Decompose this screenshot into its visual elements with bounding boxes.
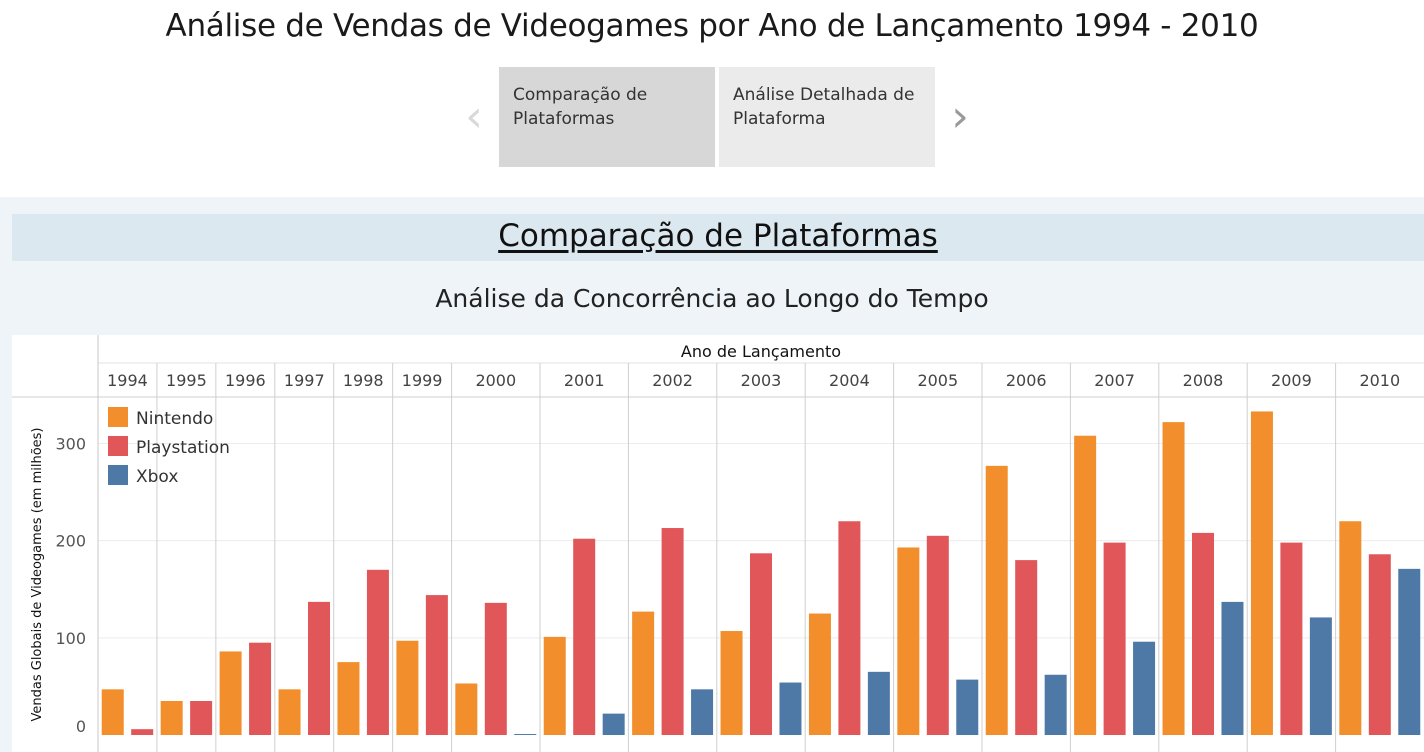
bar-nintendo-2002 bbox=[632, 611, 655, 735]
bar-playstation-2005 bbox=[926, 535, 949, 735]
bar-nintendo-1998 bbox=[337, 662, 360, 735]
tab-analise-detalhada[interactable]: Análise Detalhada de Plataforma bbox=[719, 67, 935, 167]
bar-playstation-2010 bbox=[1368, 554, 1391, 735]
bar-nintendo-2010 bbox=[1339, 521, 1362, 735]
bar-nintendo-2007 bbox=[1074, 435, 1097, 735]
year-tick-label: 1995 bbox=[166, 371, 207, 390]
bar-nintendo-2006 bbox=[985, 465, 1008, 735]
bar-playstation-1996 bbox=[249, 642, 272, 735]
year-tick-label: 2007 bbox=[1094, 371, 1135, 390]
bar-playstation-1998 bbox=[366, 569, 389, 735]
tab-comparacao-plataformas[interactable]: Comparação de Plataformas bbox=[499, 67, 715, 167]
legend-swatch-xbox bbox=[108, 465, 128, 485]
bar-nintendo-1996 bbox=[219, 651, 242, 735]
bar-xbox-2005 bbox=[956, 679, 979, 735]
y-axis-title: Vendas Globais de Videogames (em milhões… bbox=[30, 428, 45, 722]
section-title: Comparação de Plataformas bbox=[498, 218, 938, 254]
bar-xbox-2006 bbox=[1044, 674, 1067, 735]
bar-nintendo-1999 bbox=[396, 640, 419, 735]
bar-nintendo-2003 bbox=[720, 631, 743, 735]
bar-xbox-2000 bbox=[514, 734, 537, 735]
bar-playstation-2000 bbox=[484, 602, 507, 735]
bar-nintendo-2005 bbox=[897, 547, 920, 735]
year-tick-label: 2006 bbox=[1006, 371, 1047, 390]
bar-nintendo-1994 bbox=[101, 689, 124, 735]
bar-xbox-2010 bbox=[1398, 568, 1421, 735]
bar-playstation-2008 bbox=[1192, 532, 1214, 735]
x-axis-title: Ano de Lançamento bbox=[681, 342, 841, 361]
sales-bar-chart: Ano de Lançamento 1994 1995 1996 1997 1998 199… bbox=[12, 335, 1424, 752]
bar-xbox-2003 bbox=[779, 682, 802, 735]
bar-nintendo-2000 bbox=[455, 683, 478, 735]
year-tick-label: 2004 bbox=[829, 371, 870, 390]
year-tick-label: 2000 bbox=[475, 371, 516, 390]
year-tick-label: 2008 bbox=[1183, 371, 1224, 390]
bar-nintendo-2009 bbox=[1250, 411, 1273, 735]
year-tick-label: 2005 bbox=[917, 371, 958, 390]
chart-background bbox=[12, 335, 1424, 752]
bar-nintendo-1995 bbox=[160, 700, 183, 735]
bar-xbox-2004 bbox=[867, 671, 890, 735]
year-tick-label: 1999 bbox=[402, 371, 443, 390]
bar-playstation-1994 bbox=[131, 729, 154, 735]
bar-playstation-1999 bbox=[425, 595, 448, 735]
bar-nintendo-2004 bbox=[808, 613, 831, 735]
legend-label-playstation: Playstation bbox=[136, 438, 230, 458]
year-tick-label: 1994 bbox=[107, 371, 148, 390]
bar-playstation-2004 bbox=[838, 521, 861, 735]
bar-xbox-2002 bbox=[691, 689, 714, 735]
bar-xbox-2007 bbox=[1133, 641, 1156, 735]
year-tick-label: 1996 bbox=[225, 371, 266, 390]
bar-xbox-2001 bbox=[602, 713, 625, 735]
page-title: Análise de Vendas de Videogames por Ano … bbox=[165, 8, 1259, 44]
year-tick-label: 2003 bbox=[741, 371, 782, 390]
bar-playstation-2003 bbox=[750, 553, 772, 735]
legend-label-xbox: Xbox bbox=[136, 467, 178, 487]
bar-playstation-2009 bbox=[1280, 542, 1303, 735]
bar-nintendo-1997 bbox=[278, 689, 301, 735]
bar-nintendo-2008 bbox=[1162, 422, 1185, 735]
bar-playstation-2006 bbox=[1015, 560, 1038, 735]
bar-playstation-1995 bbox=[190, 700, 213, 735]
legend-swatch-nintendo bbox=[108, 407, 128, 427]
legend-label-nintendo: Nintendo bbox=[136, 409, 213, 429]
bar-playstation-2007 bbox=[1103, 542, 1126, 735]
year-tick-label: 2010 bbox=[1359, 371, 1400, 390]
bar-xbox-2009 bbox=[1309, 617, 1332, 735]
bar-playstation-2001 bbox=[573, 538, 596, 735]
legend-swatch-playstation bbox=[108, 436, 128, 456]
chevron-right-icon[interactable]: › bbox=[951, 91, 969, 142]
section-header: Comparação de Plataformas bbox=[12, 214, 1424, 261]
year-tick-label: 2009 bbox=[1271, 371, 1312, 390]
bar-xbox-2008 bbox=[1221, 601, 1244, 735]
y-tick-label: 0 bbox=[76, 717, 86, 736]
bar-playstation-2002 bbox=[661, 528, 684, 735]
year-tick-label: 2001 bbox=[564, 371, 605, 390]
year-tick-label: 1998 bbox=[343, 371, 384, 390]
year-tick-label: 1997 bbox=[284, 371, 325, 390]
bar-playstation-1997 bbox=[308, 601, 330, 735]
chevron-left-icon[interactable]: ‹ bbox=[465, 91, 483, 142]
chart-subtitle: Análise da Concorrência ao Longo do Temp… bbox=[435, 284, 989, 313]
y-tick-label: 200 bbox=[55, 532, 86, 551]
y-tick-label: 100 bbox=[55, 629, 86, 648]
year-tick-label: 2002 bbox=[652, 371, 693, 390]
y-tick-label: 300 bbox=[55, 435, 86, 454]
bar-nintendo-2001 bbox=[543, 636, 566, 735]
